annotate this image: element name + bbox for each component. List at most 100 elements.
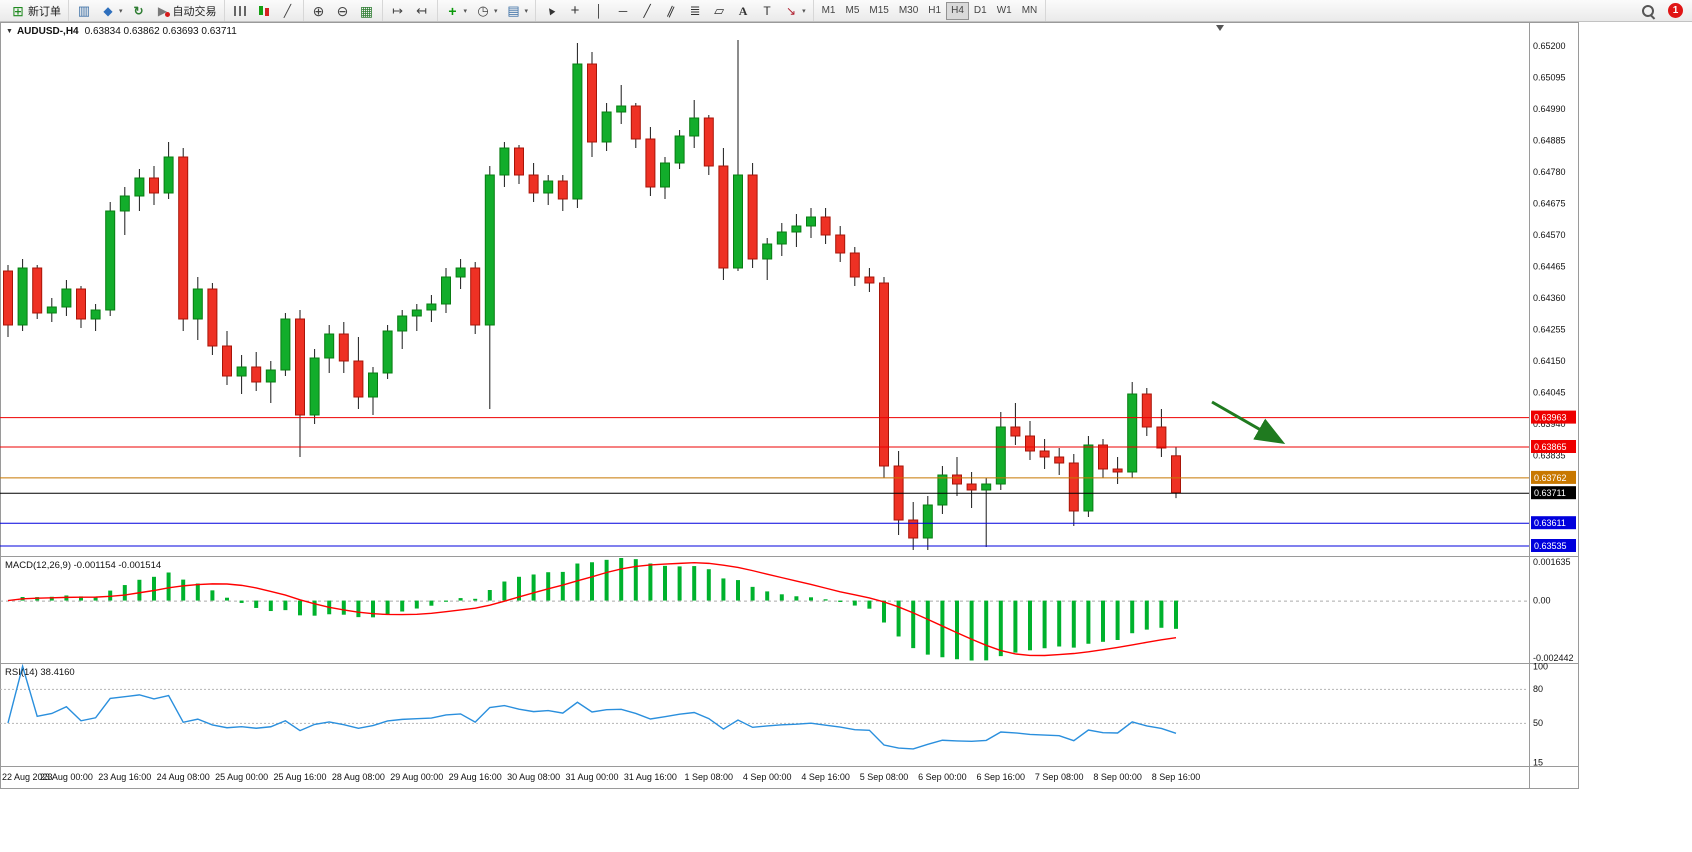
price-badge: 0.63963 [1531, 410, 1576, 424]
toolbar-group-trade: 新订单 [3, 0, 69, 21]
timeframe-m1-button[interactable]: M1 [817, 2, 841, 20]
svg-text:0.63711: 0.63711 [1534, 488, 1566, 498]
svg-text:24 Aug 08:00: 24 Aug 08:00 [157, 772, 210, 782]
svg-text:23 Aug 00:00: 23 Aug 00:00 [40, 772, 93, 782]
svg-text:31 Aug 00:00: 31 Aug 00:00 [565, 772, 618, 782]
timeframe-m1-button-label: M1 [821, 5, 836, 16]
toolbar-group-chart-type [225, 0, 304, 21]
svg-text:6 Sep 16:00: 6 Sep 16:00 [977, 772, 1026, 782]
new-order-button[interactable]: 新订单 [6, 2, 65, 20]
rsi-line [7, 663, 1177, 750]
svg-text:0.64780: 0.64780 [1533, 167, 1566, 177]
timeframe-d1-button[interactable]: D1 [969, 2, 992, 20]
timeframe-h1-button-label: H1 [928, 5, 942, 16]
timeframe-w1-button-label: W1 [996, 5, 1012, 16]
svg-text:100: 100 [1533, 661, 1548, 671]
svg-text:0.65200: 0.65200 [1533, 41, 1566, 51]
toolbar-groups: 新订单 自动交易 M1 M5 M15 M30 H1 H4 D1 W1 MN [3, 0, 1636, 21]
chart-shift-marker[interactable] [1216, 25, 1224, 31]
autotrading-button[interactable]: 自动交易 [151, 2, 221, 20]
timeframe-h4-button-label: H4 [951, 5, 964, 16]
svg-text:5 Sep 08:00: 5 Sep 08:00 [860, 772, 909, 782]
chart-window-border [0, 22, 1579, 789]
svg-text:4 Sep 00:00: 4 Sep 00:00 [743, 772, 792, 782]
toolbar-right: 1 [1636, 2, 1689, 20]
macd-histogram [20, 558, 1178, 661]
macd-indicator-label: MACD(12,26,9) -0.001154 -0.001514 [5, 560, 161, 571]
macd-axis[interactable]: 0.001635 0.00 -0.002442 [1533, 557, 1574, 663]
toolbar-group-objects [536, 0, 814, 21]
timeframe-m5-button-label: M5 [845, 5, 860, 16]
new-order-button-label: 新订单 [28, 5, 61, 18]
horizontal-lines[interactable] [0, 417, 1529, 547]
svg-text:0.63762: 0.63762 [1534, 473, 1567, 483]
toolbar-group-general: 自动交易 [69, 0, 225, 21]
trend-arrow-annotation[interactable] [1211, 400, 1286, 444]
svg-text:29 Aug 00:00: 29 Aug 00:00 [390, 772, 443, 782]
svg-text:0.64675: 0.64675 [1533, 199, 1566, 209]
timeframe-m15-button[interactable]: M15 [864, 2, 893, 20]
svg-text:28 Aug 08:00: 28 Aug 08:00 [332, 772, 385, 782]
svg-text:7 Sep 08:00: 7 Sep 08:00 [1035, 772, 1084, 782]
timeframe-h4-button[interactable]: H4 [946, 1, 969, 20]
svg-text:50: 50 [1533, 718, 1543, 728]
timeframe-mn-button[interactable]: MN [1017, 2, 1043, 20]
one-click-trading-collapse-icon[interactable] [6, 26, 17, 37]
chart-title: AUDUSD-,H4 0.63834 0.63862 0.63693 0.6371… [6, 26, 237, 37]
svg-text:31 Aug 16:00: 31 Aug 16:00 [624, 772, 677, 782]
timeframe-d1-button-label: D1 [973, 5, 987, 16]
price-badge: 0.63762 [1531, 470, 1576, 484]
timeframe-h1-button[interactable]: H1 [923, 2, 946, 20]
chart-symbol-period: AUDUSD-,H4 [16, 26, 79, 37]
svg-text:1 Sep 08:00: 1 Sep 08:00 [685, 772, 734, 782]
svg-text:0.63865: 0.63865 [1534, 442, 1567, 452]
svg-text:29 Aug 16:00: 29 Aug 16:00 [449, 772, 502, 782]
macd-name: MACD(12,26,9) [5, 560, 71, 571]
search-icon [1640, 3, 1656, 19]
rsi-axis[interactable]: 100 80 50 15 [1533, 661, 1548, 767]
svg-text:0.64465: 0.64465 [1533, 262, 1566, 272]
price-axis[interactable]: 0.65200 0.65095 0.64990 0.64885 0.64780 0.646… [1531, 41, 1576, 552]
timeframe-w1-button[interactable]: W1 [992, 2, 1017, 20]
svg-text:0.64150: 0.64150 [1533, 356, 1566, 366]
svg-text:25 Aug 16:00: 25 Aug 16:00 [273, 772, 326, 782]
timeframe-m5-button[interactable]: M5 [840, 2, 864, 20]
search-button[interactable] [1636, 2, 1660, 20]
autotrading-button-label: 自动交易 [172, 5, 217, 18]
toolbar: 新订单 自动交易 M1 M5 M15 M30 H1 H4 D1 W1 MN 1 [0, 0, 1692, 22]
svg-text:0.63611: 0.63611 [1534, 518, 1566, 528]
svg-text:0.64570: 0.64570 [1533, 230, 1566, 240]
svg-text:25 Aug 00:00: 25 Aug 00:00 [215, 772, 268, 782]
candlestick-chart-button[interactable] [252, 2, 276, 20]
chart-ohlc-values: 0.63834 0.63862 0.63693 0.63711 [84, 26, 237, 37]
svg-text:8 Sep 00:00: 8 Sep 00:00 [1093, 772, 1142, 782]
toolbar-group-scroll [383, 0, 438, 21]
rsi-indicator-label: RSI(14) 38.4160 [5, 667, 75, 678]
timeframe-m30-button[interactable]: M30 [894, 2, 923, 20]
svg-text:0.64045: 0.64045 [1533, 388, 1566, 398]
svg-text:0.65095: 0.65095 [1533, 73, 1566, 83]
price-badge: 0.63611 [1531, 516, 1576, 530]
autotrade-icon [155, 3, 171, 19]
timeframe-m15-button-label: M15 [869, 5, 889, 16]
toolbar-group-insert [438, 0, 537, 21]
svg-text:0.00: 0.00 [1533, 596, 1551, 606]
price-badge: 0.63711 [1531, 486, 1576, 500]
bar-chart-button[interactable] [228, 2, 252, 20]
notification-badge[interactable]: 1 [1668, 3, 1683, 18]
candles-icon [256, 3, 272, 19]
svg-text:4 Sep 16:00: 4 Sep 16:00 [801, 772, 850, 782]
svg-text:8 Sep 16:00: 8 Sep 16:00 [1152, 772, 1201, 782]
svg-text:-0.002442: -0.002442 [1533, 653, 1574, 663]
svg-text:22 Aug 2023: 22 Aug 2023 [2, 772, 53, 782]
macd-signal-line [7, 562, 1177, 657]
rsi-value: 38.4160 [40, 667, 75, 678]
svg-text:30 Aug 08:00: 30 Aug 08:00 [507, 772, 560, 782]
svg-text:6 Sep 00:00: 6 Sep 00:00 [918, 772, 967, 782]
svg-text:15: 15 [1533, 758, 1543, 768]
svg-text:80: 80 [1533, 684, 1543, 694]
toolbar-group-zoom [304, 0, 383, 21]
svg-text:0.64990: 0.64990 [1533, 104, 1566, 114]
